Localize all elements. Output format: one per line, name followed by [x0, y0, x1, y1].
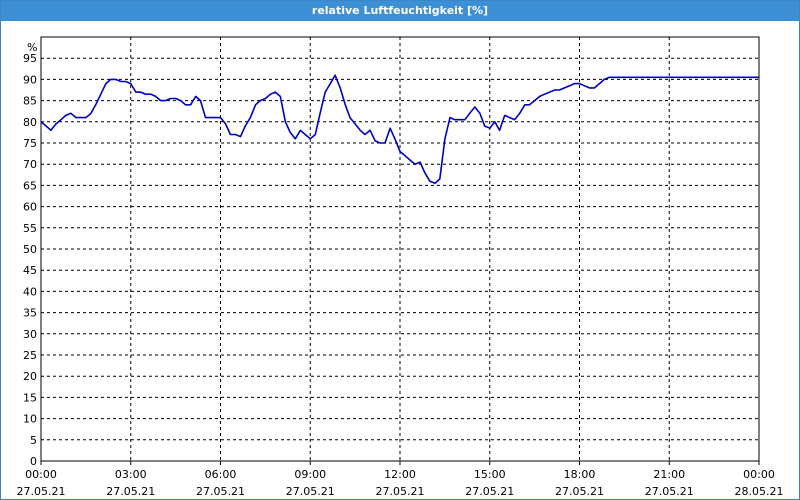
y-tick-label: 55 [23, 222, 37, 235]
y-tick-label: 85 [23, 95, 37, 108]
y-tick-label: 60 [23, 201, 37, 214]
y-tick-label: 65 [23, 179, 37, 192]
grid-lines [41, 37, 759, 461]
axes [40, 36, 760, 465]
y-tick-labels: 0 5 10 15 20 25 30 35 40 45 50 55 60 65 70 75 80 85 90 95 [23, 52, 37, 468]
x-tick-date-label: 27.05.21 [555, 485, 604, 498]
y-tick-label: 45 [23, 264, 37, 277]
x-tick-time-label: 00:00 [25, 468, 57, 481]
humidity-series-line [40, 74, 759, 185]
y-tick-label: 35 [23, 307, 37, 320]
y-tick-label: 20 [23, 370, 37, 383]
y-tick-label: 40 [23, 285, 37, 298]
x-tick-time-label: 21:00 [653, 468, 685, 481]
y-tick-label: 90 [23, 73, 37, 86]
chart-title: relative Luftfeuchtigkeit [%] [1, 1, 799, 21]
x-tick-date-label: 27.05.21 [286, 485, 335, 498]
y-tick-label: 25 [23, 349, 37, 362]
y-axis-unit-label: % [27, 41, 37, 54]
y-tick-label: 30 [23, 328, 37, 341]
x-tick-time-label: 12:00 [384, 468, 416, 481]
x-tick-time-label: 15:00 [474, 468, 506, 481]
y-tick-label: 80 [23, 116, 37, 129]
plot-frame [40, 36, 760, 462]
y-tick-label: 50 [23, 243, 37, 256]
x-tick-date-label: 27.05.21 [465, 485, 514, 498]
x-tick-date-label: 28.05.21 [735, 485, 784, 498]
x-tick-time-label: 18:00 [564, 468, 596, 481]
x-tick-date-label: 27.05.21 [196, 485, 245, 498]
y-tick-label: 5 [30, 434, 37, 447]
x-tick-time-label: 03:00 [115, 468, 147, 481]
x-tick-date-label: 27.05.21 [106, 485, 155, 498]
x-tick-time-label: 09:00 [294, 468, 326, 481]
y-tick-label: 0 [30, 455, 37, 468]
y-tick-label: 70 [23, 158, 37, 171]
x-tick-time-label: 00:00 [743, 468, 775, 481]
x-tick-date-label: 27.05.21 [376, 485, 425, 498]
x-tick-date-label: 27.05.21 [645, 485, 694, 498]
x-tick-time-label: 06:00 [205, 468, 237, 481]
y-tick-label: 95 [23, 52, 37, 65]
x-tick-labels: 00:00 27.05.21 03:00 27.05.21 06:00 27.05.21 0… [17, 468, 784, 498]
y-tick-label: 75 [23, 137, 37, 150]
y-tick-label: 10 [23, 413, 37, 426]
y-tick-label: 15 [23, 391, 37, 404]
series-layer [40, 74, 759, 185]
x-tick-date-label: 27.05.21 [17, 485, 66, 498]
